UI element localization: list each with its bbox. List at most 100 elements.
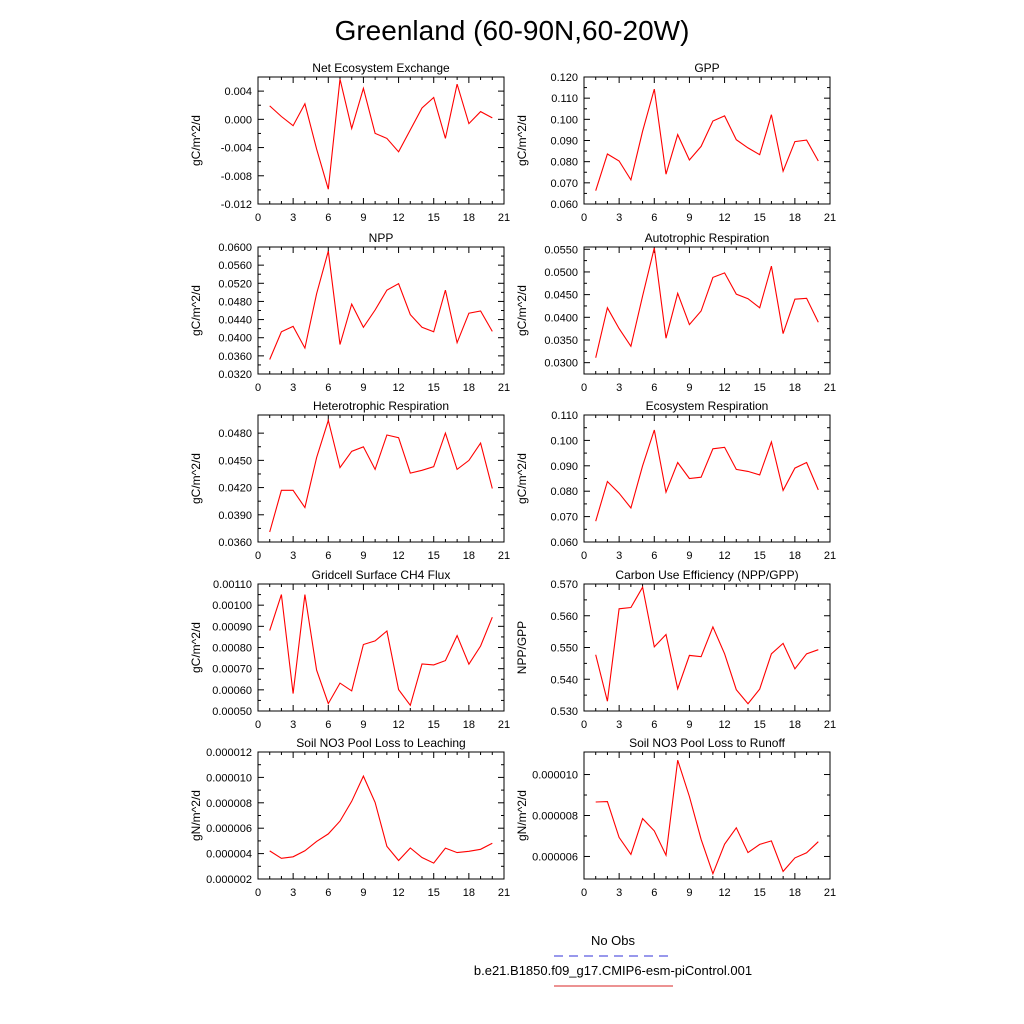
- y-tick-label: 0.100: [550, 435, 578, 447]
- x-tick-label: 6: [651, 382, 657, 394]
- x-tick-label: 18: [789, 382, 801, 394]
- x-tick-label: 3: [616, 550, 622, 562]
- y-tick-label: 0.560: [550, 611, 578, 623]
- series-line-1: [269, 774, 493, 864]
- panel-title: Ecosystem Respiration: [646, 399, 769, 413]
- panel-title: NPP: [369, 231, 394, 245]
- y-tick-label: 0.000010: [206, 772, 252, 784]
- y-axis-label: gC/m^2/d: [189, 115, 203, 166]
- x-tick-label: 0: [581, 382, 587, 394]
- series-line-1: [595, 429, 819, 522]
- x-tick-label: 21: [824, 382, 836, 394]
- x-tick-label: 18: [463, 550, 475, 562]
- y-tick-label: 0.090: [550, 136, 578, 148]
- x-tick-label: 18: [789, 212, 801, 224]
- y-tick-label: -0.004: [221, 143, 252, 155]
- plot-frame: [583, 76, 831, 205]
- x-tick-label: 0: [255, 550, 261, 562]
- x-tick-label: 0: [581, 212, 587, 224]
- chart-panel-10: Soil NO3 Pool Loss to Runoff gN/m^2/d 0 3 6 9…: [515, 736, 836, 899]
- y-tick-label: 0.00050: [212, 706, 252, 718]
- x-tick-label: 6: [325, 719, 331, 731]
- chart-panel-6: Ecosystem Respiration gC/m^2/d 0 3 6 9 12 15 18 2…: [515, 399, 836, 562]
- x-tick-label: 9: [360, 212, 366, 224]
- x-tick-label: 12: [718, 719, 730, 731]
- y-tick-label: 0.000002: [206, 874, 252, 886]
- y-tick-label: 0.0560: [218, 260, 252, 272]
- y-tick-label: 0.0400: [218, 333, 252, 345]
- x-tick-label: 21: [824, 550, 836, 562]
- y-tick-label: 0.0420: [218, 483, 252, 495]
- x-tick-label: 12: [392, 382, 404, 394]
- x-tick-label: 3: [616, 719, 622, 731]
- chart-panel-9: Soil NO3 Pool Loss to Leaching gN/m^2/d 0 3…: [189, 736, 510, 899]
- panel-title: Soil NO3 Pool Loss to Runoff: [629, 736, 786, 750]
- x-tick-label: 18: [463, 382, 475, 394]
- x-tick-label: 6: [325, 887, 331, 899]
- y-tick-label: 0.00090: [212, 621, 252, 633]
- x-tick-label: 6: [651, 719, 657, 731]
- y-tick-label: 0.0500: [544, 267, 578, 279]
- legend: No Obs b.e21.B1850.f09_g17.CMIP6-esm-piC…: [474, 933, 752, 987]
- y-tick-label: 0.540: [550, 674, 578, 686]
- x-tick-label: 18: [789, 887, 801, 899]
- panel-title: Gridcell Surface CH4 Flux: [312, 568, 451, 582]
- y-tick-label: 0.00060: [212, 685, 252, 697]
- y-tick-label: 0.000008: [206, 798, 252, 810]
- series-line-1: [595, 247, 819, 358]
- x-tick-label: 9: [686, 382, 692, 394]
- y-tick-label: 0.00100: [212, 600, 252, 612]
- panel-title: Heterotrophic Respiration: [313, 399, 449, 413]
- y-tick-label: 0.0480: [218, 296, 252, 308]
- x-tick-label: 0: [255, 382, 261, 394]
- y-tick-label: 0.110: [551, 410, 578, 422]
- y-tick-label: 0.070: [550, 512, 578, 524]
- x-tick-label: 12: [392, 719, 404, 731]
- y-axis-label: NPP/GPP: [515, 621, 529, 674]
- y-axis-label: gN/m^2/d: [515, 790, 529, 841]
- panel-title: Autotrophic Respiration: [645, 231, 770, 245]
- x-tick-label: 15: [754, 212, 766, 224]
- plot-frame: [257, 583, 505, 712]
- x-tick-label: 6: [325, 382, 331, 394]
- y-tick-label: 0.000004: [206, 849, 252, 861]
- x-tick-label: 0: [581, 887, 587, 899]
- x-tick-label: 18: [463, 212, 475, 224]
- y-axis-label: gN/m^2/d: [189, 790, 203, 841]
- y-tick-label: 0.0360: [218, 351, 252, 363]
- y-tick-label: 0.000010: [532, 770, 578, 782]
- x-tick-label: 3: [290, 212, 296, 224]
- y-tick-label: 0.0450: [544, 290, 578, 302]
- series-line-1: [595, 760, 819, 876]
- chart-panel-7: Gridcell Surface CH4 Flux gC/m^2/d 0 3 6 9 12 1…: [189, 568, 510, 731]
- y-tick-label: 0.0390: [218, 510, 252, 522]
- x-tick-label: 12: [718, 550, 730, 562]
- x-tick-label: 3: [290, 382, 296, 394]
- series-line-1: [269, 78, 493, 190]
- y-tick-label: 0.070: [550, 178, 578, 190]
- series-line-1: [269, 418, 493, 533]
- y-axis-label: gC/m^2/d: [189, 453, 203, 504]
- x-tick-label: 15: [428, 212, 440, 224]
- x-tick-label: 6: [325, 550, 331, 562]
- x-tick-label: 21: [824, 887, 836, 899]
- x-tick-label: 0: [581, 719, 587, 731]
- y-tick-label: 0.00110: [213, 579, 252, 591]
- y-axis-label: gC/m^2/d: [515, 285, 529, 336]
- x-tick-label: 15: [428, 719, 440, 731]
- x-tick-label: 3: [616, 212, 622, 224]
- y-tick-label: 0.110: [551, 93, 578, 105]
- panel-title: Carbon Use Efficiency (NPP/GPP): [615, 568, 798, 582]
- x-tick-label: 15: [754, 887, 766, 899]
- y-tick-label: 0.060: [550, 537, 578, 549]
- series-line-1: [269, 594, 493, 707]
- series-line-1: [269, 250, 493, 360]
- plot-frame: [257, 246, 505, 375]
- y-tick-label: 0.080: [550, 486, 578, 498]
- plot-frame: [583, 583, 831, 712]
- x-tick-label: 9: [360, 887, 366, 899]
- x-tick-label: 12: [392, 212, 404, 224]
- x-tick-label: 9: [360, 719, 366, 731]
- plot-frame: [257, 751, 505, 880]
